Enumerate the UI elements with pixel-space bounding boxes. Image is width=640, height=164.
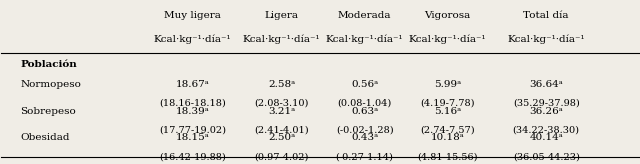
Text: 36.26ᵃ: 36.26ᵃ [529, 107, 563, 116]
Text: Moderada: Moderada [338, 11, 391, 20]
Text: 0.56ᵃ: 0.56ᵃ [351, 80, 378, 89]
Text: (2.08-3.10): (2.08-3.10) [255, 99, 309, 108]
Text: Población: Población [20, 60, 77, 69]
Text: 36.64ᵃ: 36.64ᵃ [529, 80, 563, 89]
Text: 18.67ᵃ: 18.67ᵃ [175, 80, 209, 89]
Text: (35.29-37.98): (35.29-37.98) [513, 99, 580, 108]
Text: (4.81-15.56): (4.81-15.56) [417, 152, 477, 161]
Text: 40.14ᵃ: 40.14ᵃ [529, 133, 563, 143]
Text: Obesidad: Obesidad [20, 133, 70, 143]
Text: Total día: Total día [524, 11, 569, 20]
Text: (-0.27-1.14): (-0.27-1.14) [335, 152, 394, 161]
Text: 3.21ᵃ: 3.21ᵃ [268, 107, 296, 116]
Text: 2.58ᵃ: 2.58ᵃ [268, 80, 296, 89]
Text: (2.74-7.57): (2.74-7.57) [420, 126, 475, 135]
Text: (4.19-7.78): (4.19-7.78) [420, 99, 475, 108]
Text: Normopeso: Normopeso [20, 80, 81, 89]
Text: 5.99ᵃ: 5.99ᵃ [434, 80, 461, 89]
Text: (18.16-18.18): (18.16-18.18) [159, 99, 226, 108]
Text: Kcal·kg⁻¹·día⁻¹: Kcal·kg⁻¹·día⁻¹ [243, 34, 321, 44]
Text: Kcal·kg⁻¹·día⁻¹: Kcal·kg⁻¹·día⁻¹ [154, 34, 232, 44]
Text: Ligera: Ligera [265, 11, 299, 20]
Text: (34.22-38.30): (34.22-38.30) [513, 126, 580, 135]
Text: (0.97-4.02): (0.97-4.02) [255, 152, 309, 161]
Text: 10.18ᵃ: 10.18ᵃ [431, 133, 465, 143]
Text: (0.08-1.04): (0.08-1.04) [337, 99, 392, 108]
Text: 2.50ᵃ: 2.50ᵃ [268, 133, 296, 143]
Text: 0.63ᵃ: 0.63ᵃ [351, 107, 378, 116]
Text: (17.77-19.02): (17.77-19.02) [159, 126, 226, 135]
Text: Muy ligera: Muy ligera [164, 11, 221, 20]
Text: 5.16ᵃ: 5.16ᵃ [434, 107, 461, 116]
Text: Kcal·kg⁻¹·día⁻¹: Kcal·kg⁻¹·día⁻¹ [508, 34, 585, 44]
Text: 0.43ᵃ: 0.43ᵃ [351, 133, 378, 143]
Text: Sobrepeso: Sobrepeso [20, 107, 76, 116]
Text: Vigorosa: Vigorosa [424, 11, 470, 20]
Text: (36.05-44.23): (36.05-44.23) [513, 152, 580, 161]
Text: 18.15ᵃ: 18.15ᵃ [175, 133, 209, 143]
Text: (-0.02-1.28): (-0.02-1.28) [336, 126, 394, 135]
Text: Kcal·kg⁻¹·día⁻¹: Kcal·kg⁻¹·día⁻¹ [408, 34, 486, 44]
Text: (2.41-4.01): (2.41-4.01) [255, 126, 309, 135]
Text: Kcal·kg⁻¹·día⁻¹: Kcal·kg⁻¹·día⁻¹ [326, 34, 403, 44]
Text: 18.39ᵃ: 18.39ᵃ [175, 107, 209, 116]
Text: (16.42-19.88): (16.42-19.88) [159, 152, 226, 161]
